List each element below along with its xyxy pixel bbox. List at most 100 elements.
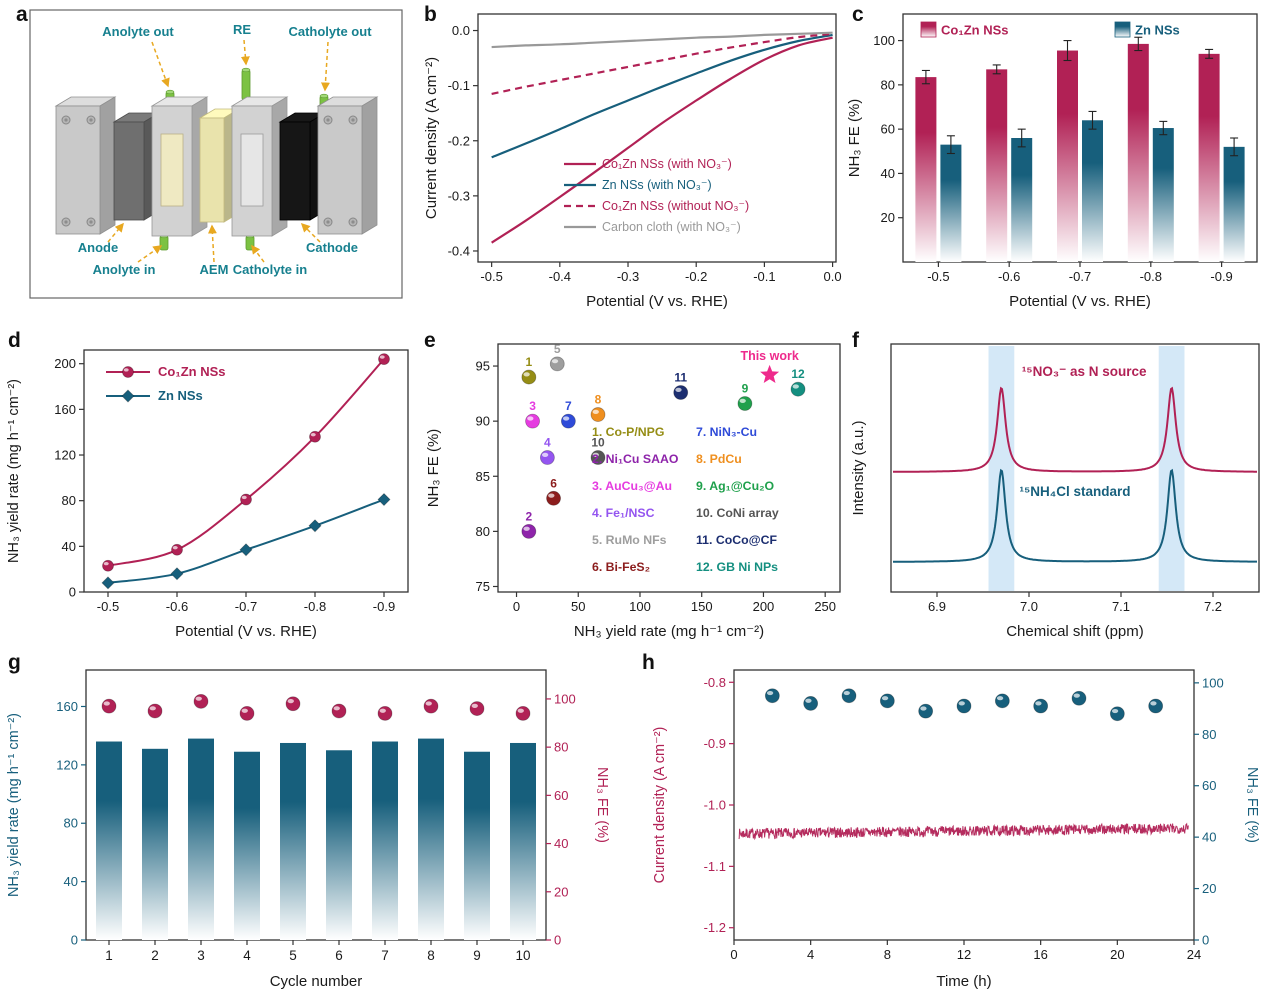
- svg-text:200: 200: [753, 599, 775, 614]
- svg-text:1: 1: [105, 948, 113, 963]
- svg-text:-1.1: -1.1: [704, 859, 726, 874]
- svg-text:NH₃ FE (%): NH₃ FE (%): [1244, 767, 1260, 843]
- svg-text:7.0: 7.0: [1020, 599, 1038, 614]
- svg-text:-0.3: -0.3: [617, 269, 639, 284]
- svg-text:9: 9: [742, 382, 749, 396]
- svg-text:-0.5: -0.5: [97, 599, 119, 614]
- svg-text:10: 10: [515, 948, 530, 963]
- panel-a-electrolyzer-diagram: Anolyte out RE Catholyte out Anode Anolyte i…: [29, 9, 403, 299]
- panel-label-a: a: [16, 3, 28, 26]
- svg-text:80: 80: [62, 493, 76, 508]
- svg-text:20: 20: [554, 884, 568, 899]
- svg-text:Cathode: Cathode: [306, 240, 358, 255]
- svg-text:60: 60: [1202, 778, 1216, 793]
- svg-text:40: 40: [1202, 830, 1216, 845]
- svg-text:4: 4: [544, 436, 551, 450]
- svg-text:NH₃ yield rate (mg h⁻¹ cm⁻²): NH₃ yield rate (mg h⁻¹ cm⁻²): [574, 623, 764, 640]
- panel-b-lsv-curves-chart: -0.5 -0.4 -0.3 -0.2 -0.1 0.0 0.0 -0.1 -0.2 -0.3 -0…: [423, 13, 842, 310]
- panel-label-d: d: [8, 329, 21, 352]
- svg-text:-0.1: -0.1: [753, 269, 775, 284]
- svg-text:20: 20: [1202, 881, 1216, 896]
- svg-text:Potential (V vs. RHE): Potential (V vs. RHE): [586, 293, 728, 310]
- svg-text:NH₃ yield rate (mg h⁻¹ cm⁻²): NH₃ yield rate (mg h⁻¹ cm⁻²): [6, 379, 22, 563]
- svg-text:250: 250: [814, 599, 836, 614]
- svg-text:-0.9: -0.9: [1210, 269, 1232, 284]
- svg-text:Anolyte out: Anolyte out: [102, 24, 174, 39]
- svg-text:20: 20: [1110, 947, 1124, 962]
- panel-label-h: h: [642, 651, 655, 674]
- svg-text:0: 0: [71, 933, 78, 948]
- svg-text:Chemical shift (ppm): Chemical shift (ppm): [1006, 623, 1144, 640]
- svg-text:NH₃ yield rate (mg h⁻¹ cm⁻²): NH₃ yield rate (mg h⁻¹ cm⁻²): [6, 713, 22, 897]
- svg-text:-0.7: -0.7: [1069, 269, 1091, 284]
- svg-text:This work: This work: [740, 349, 798, 363]
- panel-h-stability-chart: 0 4 8 12 16 20 24 -1.2 -1.1 -1.0 -0.9 -0.8 0 20 40 60 80…: [652, 669, 1260, 990]
- panel-f-nmr-spectra: 6.9 7.0 7.1 7.2 Chemical shift (ppm) Intensit…: [850, 343, 1260, 640]
- svg-text:-0.8: -0.8: [1140, 269, 1162, 284]
- svg-text:2. Ni₁Cu SAAO: 2. Ni₁Cu SAAO: [592, 452, 679, 466]
- svg-text:-0.9: -0.9: [373, 599, 395, 614]
- svg-text:80: 80: [64, 816, 78, 831]
- svg-text:60: 60: [554, 788, 568, 803]
- svg-text:Co₁Zn NSs (without NO₃⁻): Co₁Zn NSs (without NO₃⁻): [602, 199, 749, 213]
- svg-text:-0.4: -0.4: [549, 269, 571, 284]
- svg-text:0: 0: [554, 933, 561, 948]
- svg-text:4: 4: [807, 947, 814, 962]
- svg-text:100: 100: [629, 599, 651, 614]
- svg-text:0: 0: [513, 599, 520, 614]
- svg-text:3. AuCu₃@Au: 3. AuCu₃@Au: [592, 479, 672, 493]
- svg-text:Catholyte in: Catholyte in: [233, 262, 307, 277]
- svg-text:Anode: Anode: [78, 240, 118, 255]
- svg-text:Current density (A cm⁻²): Current density (A cm⁻²): [652, 727, 668, 884]
- svg-text:-0.2: -0.2: [685, 269, 707, 284]
- panel-label-b: b: [424, 3, 437, 26]
- svg-text:12. GB Ni NPs: 12. GB Ni NPs: [696, 560, 778, 574]
- svg-text:100: 100: [1202, 675, 1224, 690]
- svg-text:Cycle number: Cycle number: [270, 973, 363, 990]
- svg-text:0.0: 0.0: [452, 23, 470, 38]
- svg-text:Zn NSs (with NO₃⁻): Zn NSs (with NO₃⁻): [602, 178, 712, 192]
- svg-text:Co₁Zn NSs: Co₁Zn NSs: [941, 23, 1009, 38]
- svg-text:11: 11: [674, 370, 687, 384]
- svg-text:60: 60: [881, 122, 895, 137]
- svg-text:-0.6: -0.6: [998, 269, 1020, 284]
- panel-label-f: f: [852, 329, 859, 352]
- svg-text:Current density (A cm⁻²): Current density (A cm⁻²): [423, 57, 440, 219]
- svg-text:6: 6: [550, 476, 557, 490]
- svg-text:80: 80: [881, 77, 895, 92]
- svg-text:160: 160: [56, 699, 78, 714]
- svg-text:9. Ag₁@Cu₂O: 9. Ag₁@Cu₂O: [696, 479, 775, 493]
- svg-text:120: 120: [56, 757, 78, 772]
- svg-text:Anolyte in: Anolyte in: [93, 262, 156, 277]
- svg-text:100: 100: [873, 33, 895, 48]
- svg-text:6: 6: [335, 948, 343, 963]
- svg-text:NH₃ FE (%): NH₃ FE (%): [594, 767, 610, 843]
- svg-text:5: 5: [554, 342, 561, 356]
- svg-text:75: 75: [476, 579, 490, 594]
- svg-text:-0.4: -0.4: [448, 243, 470, 258]
- svg-text:7.2: 7.2: [1204, 599, 1222, 614]
- svg-text:3: 3: [197, 948, 205, 963]
- svg-text:16: 16: [1033, 947, 1047, 962]
- svg-text:0: 0: [1202, 933, 1209, 948]
- svg-text:-0.7: -0.7: [235, 599, 257, 614]
- svg-text:7.1: 7.1: [1112, 599, 1130, 614]
- svg-text:12: 12: [957, 947, 971, 962]
- svg-text:1: 1: [526, 355, 533, 369]
- panel-label-g: g: [8, 651, 21, 674]
- svg-text:100: 100: [554, 691, 576, 706]
- svg-text:-0.5: -0.5: [480, 269, 502, 284]
- svg-text:40: 40: [64, 874, 78, 889]
- svg-text:10: 10: [591, 436, 605, 450]
- svg-text:RE: RE: [233, 22, 251, 37]
- svg-text:11. CoCo@CF: 11. CoCo@CF: [696, 533, 777, 547]
- svg-text:-1.0: -1.0: [704, 798, 726, 813]
- svg-text:120: 120: [54, 448, 76, 463]
- svg-text:Carbon cloth (with NO₃⁻): Carbon cloth (with NO₃⁻): [602, 220, 741, 234]
- svg-text:3: 3: [529, 399, 536, 413]
- svg-text:2: 2: [151, 948, 159, 963]
- svg-text:-0.5: -0.5: [927, 269, 949, 284]
- panel-label-e: e: [424, 329, 436, 352]
- svg-text:-0.3: -0.3: [448, 188, 470, 203]
